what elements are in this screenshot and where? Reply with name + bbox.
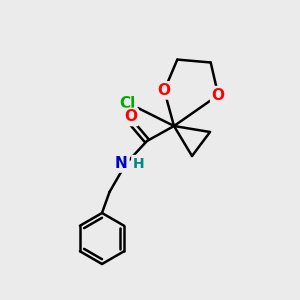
Text: N: N [115, 156, 128, 171]
Text: H: H [133, 157, 144, 170]
Text: O: O [124, 110, 137, 124]
Text: Cl: Cl [119, 96, 136, 111]
Text: O: O [212, 88, 225, 103]
Text: O: O [158, 83, 171, 98]
